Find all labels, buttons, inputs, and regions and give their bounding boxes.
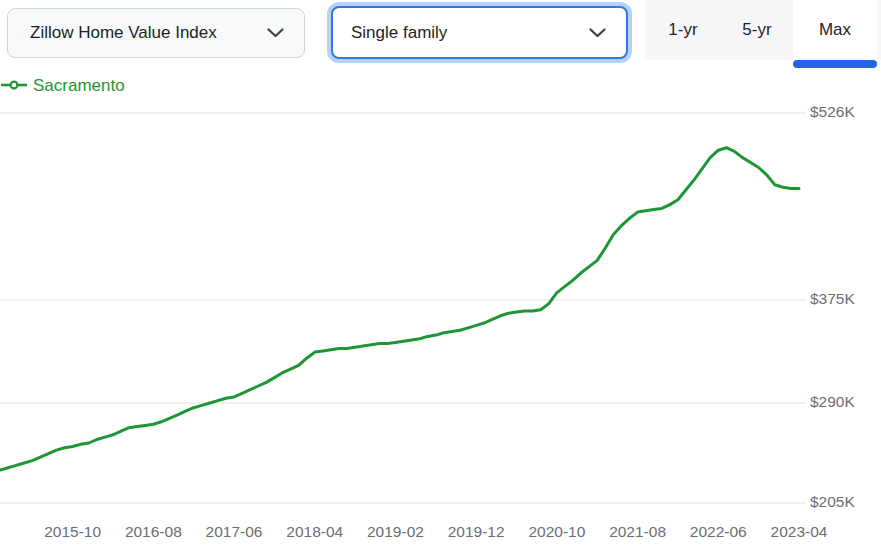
x-tick-label: 2018-04: [275, 523, 355, 541]
line-series-sacramento: [0, 148, 799, 470]
gridlines: [0, 113, 806, 503]
y-tick-label: $290K: [810, 393, 880, 411]
x-tick-label: 2023-04: [759, 523, 839, 541]
x-tick-label: 2016-08: [113, 523, 193, 541]
zillow-home-value-chart-widget: Zillow Home Value Index Single family 1-…: [0, 0, 881, 552]
y-tick-label: $375K: [810, 290, 880, 308]
x-tick-label: 2019-02: [355, 523, 435, 541]
x-tick-label: 2017-06: [194, 523, 274, 541]
y-tick-label: $205K: [810, 493, 880, 511]
chart-plot-area[interactable]: [0, 0, 881, 552]
x-tick-label: 2020-10: [517, 523, 597, 541]
y-tick-label: $526K: [810, 103, 880, 121]
x-tick-label: 2022-06: [678, 523, 758, 541]
x-tick-label: 2015-10: [33, 523, 113, 541]
x-tick-label: 2019-12: [436, 523, 516, 541]
x-tick-label: 2021-08: [598, 523, 678, 541]
